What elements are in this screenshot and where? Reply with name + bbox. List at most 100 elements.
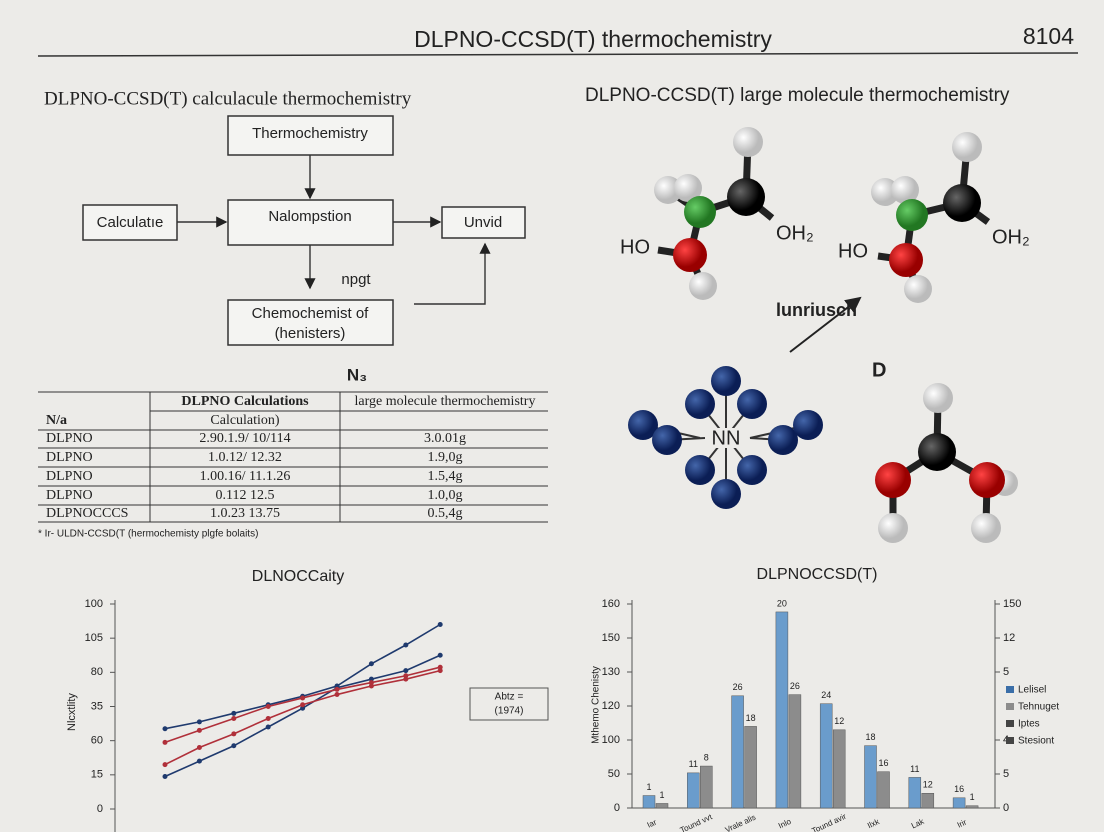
y-tick-label: 120 <box>602 700 620 712</box>
point <box>300 705 306 711</box>
y-tick-label: 0 <box>614 802 620 814</box>
x-tick-label: Iar <box>646 817 659 829</box>
point <box>231 743 237 749</box>
point <box>403 668 409 674</box>
table-cell: DLPNO <box>46 450 93 465</box>
x-tick-label: Irir <box>956 817 969 829</box>
point <box>403 676 409 682</box>
bar <box>700 765 713 809</box>
table-cell: DLPNOCCCS <box>46 506 128 521</box>
point <box>403 673 409 679</box>
point <box>265 715 271 721</box>
flow-node: Unvid <box>464 214 502 231</box>
bar <box>965 805 979 809</box>
point <box>196 745 202 750</box>
table-cell: 1.0.12/ 12.32 <box>208 450 282 465</box>
point <box>196 719 202 725</box>
table-cell: DLPNO <box>46 488 93 503</box>
point <box>265 724 271 730</box>
point <box>368 680 374 686</box>
bar <box>642 795 656 809</box>
annotation-box <box>469 687 549 721</box>
bar-label: 8 <box>704 752 709 762</box>
table-cell: DLPNO <box>46 469 93 484</box>
bar-label: 18 <box>865 732 875 742</box>
table-header: Calculation) <box>210 413 280 428</box>
y-tick-label: 5 <box>1003 768 1009 780</box>
legend-label: Iptes <box>1018 719 1040 730</box>
y-tick-label: 60 <box>91 735 103 747</box>
y-tick-label: 100 <box>85 598 103 610</box>
table-cell: 1.9,0g <box>428 450 463 465</box>
table-cell: 1.0.23 13.75 <box>210 506 280 521</box>
bar <box>864 745 877 809</box>
bar-label: 12 <box>834 716 844 726</box>
legend-swatch <box>1006 686 1014 693</box>
bar <box>921 793 935 809</box>
bar-label: 18 <box>746 713 756 723</box>
point <box>368 676 374 682</box>
label-backdrop <box>705 428 747 448</box>
flow-node: Thermochemistry <box>252 125 368 142</box>
bar-label: 1 <box>646 782 651 792</box>
point <box>300 702 306 708</box>
bar-label: 16 <box>954 784 964 794</box>
axis-title: Nlcxtlity <box>66 693 78 731</box>
bar <box>908 777 922 809</box>
point <box>334 686 340 692</box>
y-tick-label: 105 <box>85 632 103 644</box>
molecule-label: HO <box>838 240 868 262</box>
point <box>231 731 237 737</box>
y-tick-label: 150 <box>602 632 620 644</box>
y-tick-label: 80 <box>91 666 103 678</box>
legend-label: Tehnuget <box>1018 702 1059 713</box>
annotation: (1974) <box>495 706 524 717</box>
point <box>437 668 443 674</box>
table-footnote: * Ir- ULDN-CCSD(T (hermochemisty plgfe b… <box>38 529 258 540</box>
point <box>162 762 168 768</box>
point <box>437 622 443 627</box>
bar-label: 20 <box>777 598 787 608</box>
table-grid <box>38 391 548 523</box>
y-tick-label: 130 <box>602 666 620 678</box>
y-tick-label: 50 <box>608 768 620 780</box>
point <box>162 774 168 780</box>
molecule-label: OH₂ <box>776 222 814 244</box>
legend-label: Lelisel <box>1018 685 1046 696</box>
bar <box>687 772 700 809</box>
y-tick-label: 12 <box>1003 632 1015 644</box>
legend-swatch <box>1006 703 1014 710</box>
table-header: N/a <box>46 413 67 428</box>
molecule-heading: DLPNO-CCSD(T) large molecule thermochemi… <box>585 85 1010 106</box>
point <box>437 664 443 670</box>
chart-title: DLPNOCCSD(T) <box>757 566 878 583</box>
bar <box>775 611 789 809</box>
flow-heading: DLPNO-CCSD(T) calculacule thermochemistr… <box>44 88 412 109</box>
y-tick-label: 0 <box>97 803 103 815</box>
point <box>196 727 202 733</box>
table-cell: 2.90.1.9/ 10/114 <box>199 431 290 446</box>
table-cell: 1.00.16/ 11.1.26 <box>200 469 291 484</box>
bar <box>819 703 833 809</box>
bar-label: 1 <box>659 790 664 800</box>
bar <box>655 803 669 809</box>
bar-label: 11 <box>910 764 919 774</box>
y-tick-label: 100 <box>602 734 620 746</box>
bar <box>731 695 744 809</box>
point <box>196 758 202 764</box>
molecule-drawings <box>628 127 1018 543</box>
annotation: Abtz = <box>495 692 524 703</box>
table-cell: 1.5,4g <box>428 469 463 484</box>
point <box>403 642 409 648</box>
point <box>231 715 237 721</box>
y-tick-label: 35 <box>91 700 103 712</box>
bar <box>952 797 966 809</box>
point <box>437 652 443 658</box>
point <box>300 695 306 701</box>
flow-node: (henisters) <box>275 325 346 342</box>
table-cell: 1.0,0g <box>428 488 463 503</box>
legend-label: Stesiont <box>1018 736 1054 747</box>
page-title: DLPNO-CCSD(T) thermochemistry <box>414 26 772 52</box>
